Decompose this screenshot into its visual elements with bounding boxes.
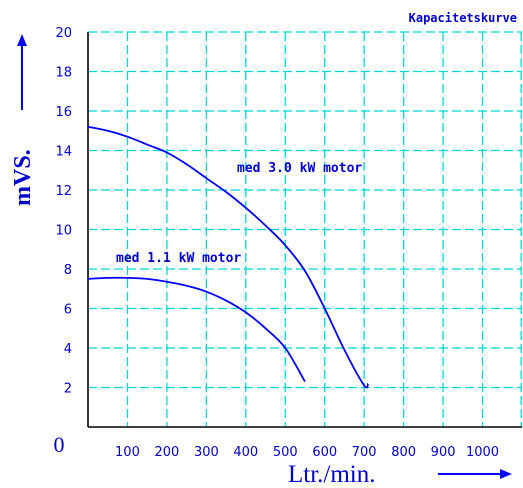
x-axis-label: Ltr./min. [288,461,376,488]
y-tick-label-5: 12 [55,184,72,199]
y-axis-label: mVS. [10,149,36,206]
grid [88,31,522,427]
origin-label: 0 [54,432,65,457]
annotations: med 3.0 kW motor med 1.1 kW motor [116,161,362,266]
x-tick-label-8: 900 [431,445,456,460]
x-tick-label-5: 600 [312,445,337,460]
y-axis-arrow [17,34,27,110]
x-tick-label-3: 400 [233,445,258,460]
x-tick-label-1: 200 [154,445,179,460]
y-tick-label-8: 18 [55,66,72,81]
x-axis-arrow [438,469,512,479]
axes [87,32,522,428]
y-tick-label-7: 16 [55,105,72,120]
curves [87,125,369,389]
curve-3kw-motor [87,125,369,389]
y-tick-label-4: 10 [55,224,72,239]
x-tick-label-0: 100 [115,445,140,460]
chart-title: Kapacitetskurve [409,11,517,25]
x-tick-label-7: 800 [391,445,416,460]
annotation-3kw-motor: med 3.0 kW motor [237,161,362,176]
y-tick-label-3: 8 [64,263,72,278]
curve-1kw-motor [87,276,306,383]
y-axis-label-group: mVS. [10,149,36,206]
y-tick-label-0: 2 [64,382,72,397]
annotation-1kw-motor: med 1.1 kW motor [116,251,241,266]
x-tick-label-9: 1000 [466,445,499,460]
y-tick-label-2: 6 [64,303,72,318]
y-tick-label-1: 4 [64,342,72,357]
x-tick-label-4: 500 [273,445,298,460]
y-tick-label-6: 14 [55,145,72,160]
y-tick-label-9: 20 [55,26,72,41]
x-tick-label-2: 300 [194,445,219,460]
x-tick-label-6: 700 [352,445,377,460]
tick-labels: 100 200 300 400 500 600 700 800 900 1000246810121… [55,26,499,460]
